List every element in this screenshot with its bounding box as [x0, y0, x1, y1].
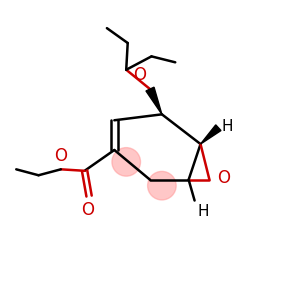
Text: O: O — [134, 66, 146, 84]
Polygon shape — [146, 87, 162, 114]
Text: O: O — [81, 200, 94, 218]
Text: O: O — [54, 147, 67, 165]
Text: O: O — [217, 169, 230, 187]
Circle shape — [112, 148, 140, 176]
Circle shape — [148, 171, 176, 200]
Polygon shape — [200, 125, 221, 144]
Text: H: H — [221, 119, 233, 134]
Text: H: H — [198, 203, 209, 218]
